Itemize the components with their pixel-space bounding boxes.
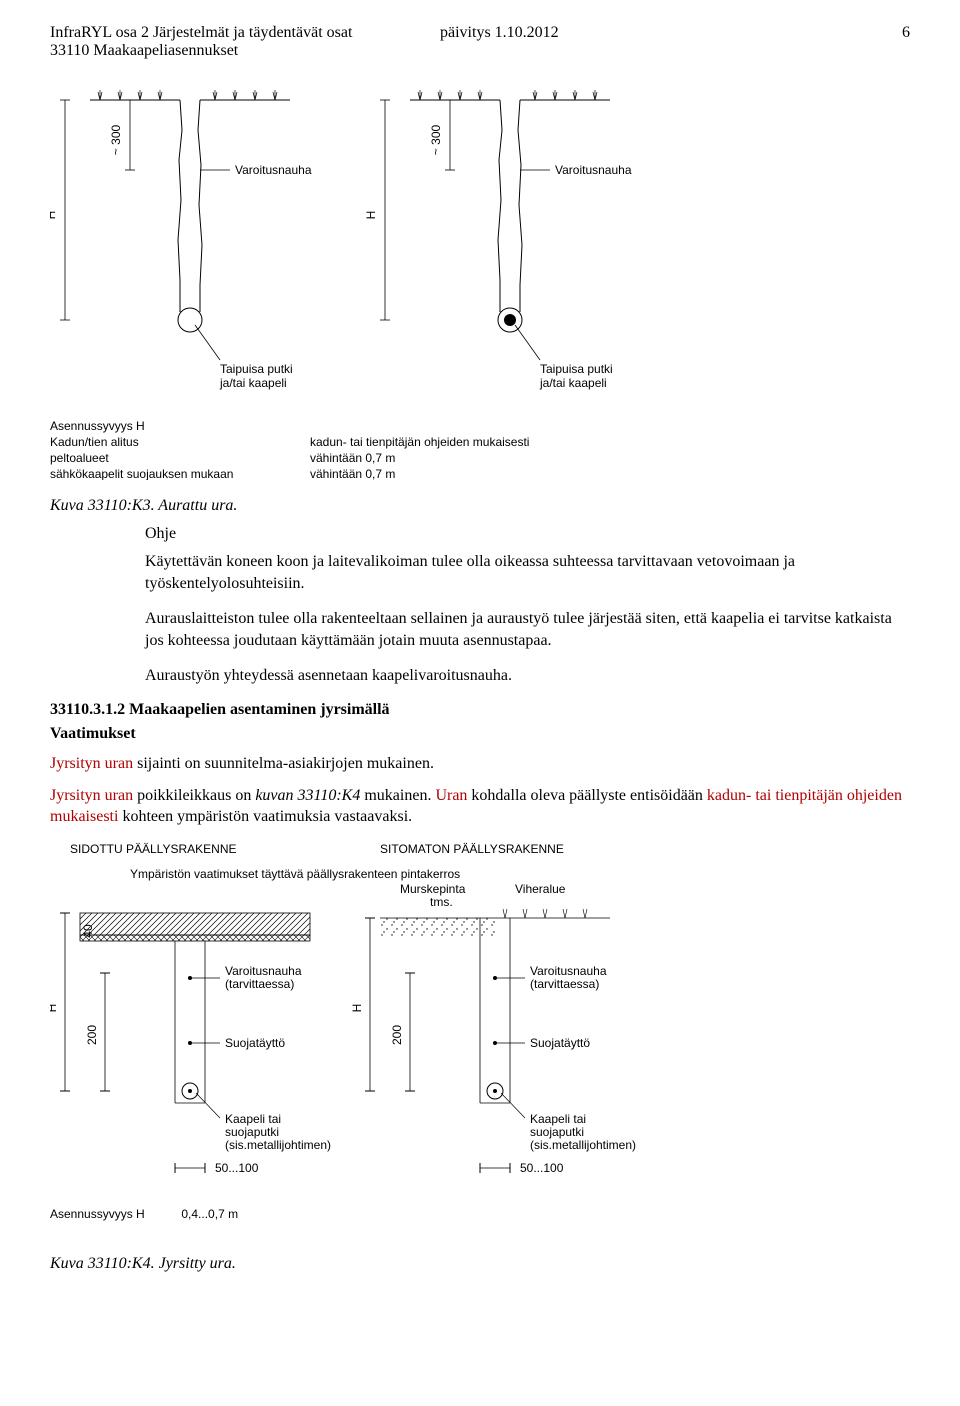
red-2: Jyrsityn uran (50, 787, 133, 804)
body-p1: Jyrsityn uran sijainti on suunnitelma-as… (50, 753, 910, 775)
svg-text:Taipuisa putki: Taipuisa putki (540, 362, 613, 376)
svg-text:Varoitusnauha: Varoitusnauha (225, 964, 302, 978)
figure-k4: SIDOTTU PÄÄLLYSRAKENNE SITOMATON PÄÄLLYS… (50, 838, 910, 1243)
svg-text:(sis.metallijohtimen): (sis.metallijohtimen) (530, 1138, 636, 1152)
svg-text:200: 200 (85, 1024, 99, 1044)
h-label: H (50, 211, 58, 220)
figure-k3: H ~ 300 Varoitusnauha Taipuisa putki ja/… (50, 70, 910, 485)
svg-text:sähkökaapelit suojauksen mukaa: sähkökaapelit suojauksen mukaan (50, 467, 233, 480)
svg-text:vähintään 0,7 m: vähintään 0,7 m (310, 451, 395, 465)
svg-text:suojaputki: suojaputki (530, 1125, 584, 1139)
right-title: SITOMATON PÄÄLLYSRAKENNE (380, 842, 564, 856)
cable-dot (504, 314, 516, 326)
svg-text:H: H (350, 1003, 364, 1012)
pipe-label-2: ja/tai kaapeli (219, 376, 287, 390)
svg-text:Murskepinta: Murskepinta (400, 882, 466, 896)
svg-text:vähintään 0,7 m: vähintään 0,7 m (310, 467, 395, 480)
figure-k3-caption: Kuva 33110:K3. Aurattu ura. (50, 497, 910, 515)
p2-ital: kuvan 33110:K4 (255, 787, 360, 804)
svg-text:(tarvittaessa): (tarvittaessa) (225, 977, 294, 991)
left-title: SIDOTTU PÄÄLLYSRAKENNE (70, 842, 237, 856)
varoitusnauha-label: Varoitusnauha (235, 163, 312, 177)
svg-text:~ 300: ~ 300 (429, 124, 443, 155)
p2d: kohdalla oleva päällyste entisöidään (467, 787, 706, 804)
svg-text:Varoitusnauha: Varoitusnauha (555, 163, 632, 177)
ohje-block: Ohje Käytettävän koneen koon ja laiteval… (145, 525, 910, 687)
ohje-label: Ohje (145, 525, 910, 543)
svg-text:50...100: 50...100 (215, 1161, 259, 1175)
figure-k4-svg: SIDOTTU PÄÄLLYSRAKENNE SITOMATON PÄÄLLYS… (50, 838, 910, 1238)
figure-k4-caption: Kuva 33110:K4. Jyrsitty ura. (50, 1255, 910, 1273)
body-p2: Jyrsityn uran poikkileikkaus on kuvan 33… (50, 785, 910, 828)
svg-text:ja/tai kaapeli: ja/tai kaapeli (539, 376, 607, 390)
p2a: poikkileikkaus on (133, 787, 255, 804)
svg-text:Kadun/tien alitus: Kadun/tien alitus (50, 435, 139, 449)
svg-text:Asennussyvyys H: Asennussyvyys H (50, 419, 145, 433)
red-1: Jyrsityn uran (50, 755, 133, 772)
svg-text:(sis.metallijohtimen): (sis.metallijohtimen) (225, 1138, 331, 1152)
svg-text:tms.: tms. (430, 895, 453, 909)
page-header: InfraRYL osa 2 Järjestelmät ja täydentäv… (50, 24, 910, 60)
pipe-label: Taipuisa putki (220, 362, 293, 376)
svg-text:Suojatäyttö: Suojatäyttö (530, 1036, 590, 1050)
section-heading: 33110.3.1.2 Maakaapelien asentaminen jyr… (50, 701, 910, 719)
ohje-p3: Auraustyön yhteydessä asennetaan kaapeli… (145, 665, 910, 687)
depth-table: Asennussyvyys H Kadun/tien alitus kadun-… (50, 419, 529, 480)
svg-text:Kaapeli tai: Kaapeli tai (530, 1112, 586, 1126)
svg-text:Viheralue: Viheralue (515, 882, 566, 896)
svg-text:(tarvittaessa): (tarvittaessa) (530, 977, 599, 991)
header-subtitle: 33110 Maakaapeliasennukset (50, 42, 910, 60)
svg-text:Kaapeli tai: Kaapeli tai (225, 1112, 281, 1126)
p1-rest: sijainti on suunnitelma-asiakirjojen muk… (133, 755, 434, 772)
p2b: mukainen. (360, 787, 435, 804)
svg-text:suojaputki: suojaputki (225, 1125, 279, 1139)
header-title: InfraRYL osa 2 Järjestelmät ja täydentäv… (50, 24, 352, 42)
svg-text:40: 40 (81, 924, 95, 938)
svg-text:50...100: 50...100 (520, 1161, 564, 1175)
svg-text:Suojatäyttö: Suojatäyttö (225, 1036, 285, 1050)
bottom-note: Asennussyvyys H 0,4...0,7 m (50, 1207, 238, 1221)
figure-k3-svg: H ~ 300 Varoitusnauha Taipuisa putki ja/… (50, 70, 910, 480)
vaatimukset-heading: Vaatimukset (50, 725, 910, 743)
page-number: 6 (902, 24, 910, 42)
top-note: Ympäristön vaatimukset täyttävä päällysr… (130, 867, 460, 881)
svg-text:H: H (50, 1003, 59, 1012)
svg-text:200: 200 (390, 1024, 404, 1044)
p2c: Uran (435, 787, 467, 804)
ohje-p2: Aurauslaitteiston tulee olla rakenteelta… (145, 608, 910, 651)
svg-text:peltoalueet: peltoalueet (50, 451, 109, 465)
header-date: päivitys 1.10.2012 (440, 24, 559, 42)
svg-text:H: H (364, 211, 378, 220)
p2f: kohteen ympäristön vaatimuksia vastaavak… (118, 808, 412, 825)
svg-text:Varoitusnauha: Varoitusnauha (530, 964, 607, 978)
ohje-p1: Käytettävän koneen koon ja laitevalikoim… (145, 551, 910, 594)
svg-text:kadun- tai tienpitäjän ohjeide: kadun- tai tienpitäjän ohjeiden mukaises… (310, 435, 529, 449)
dim-300: ~ 300 (109, 124, 123, 155)
